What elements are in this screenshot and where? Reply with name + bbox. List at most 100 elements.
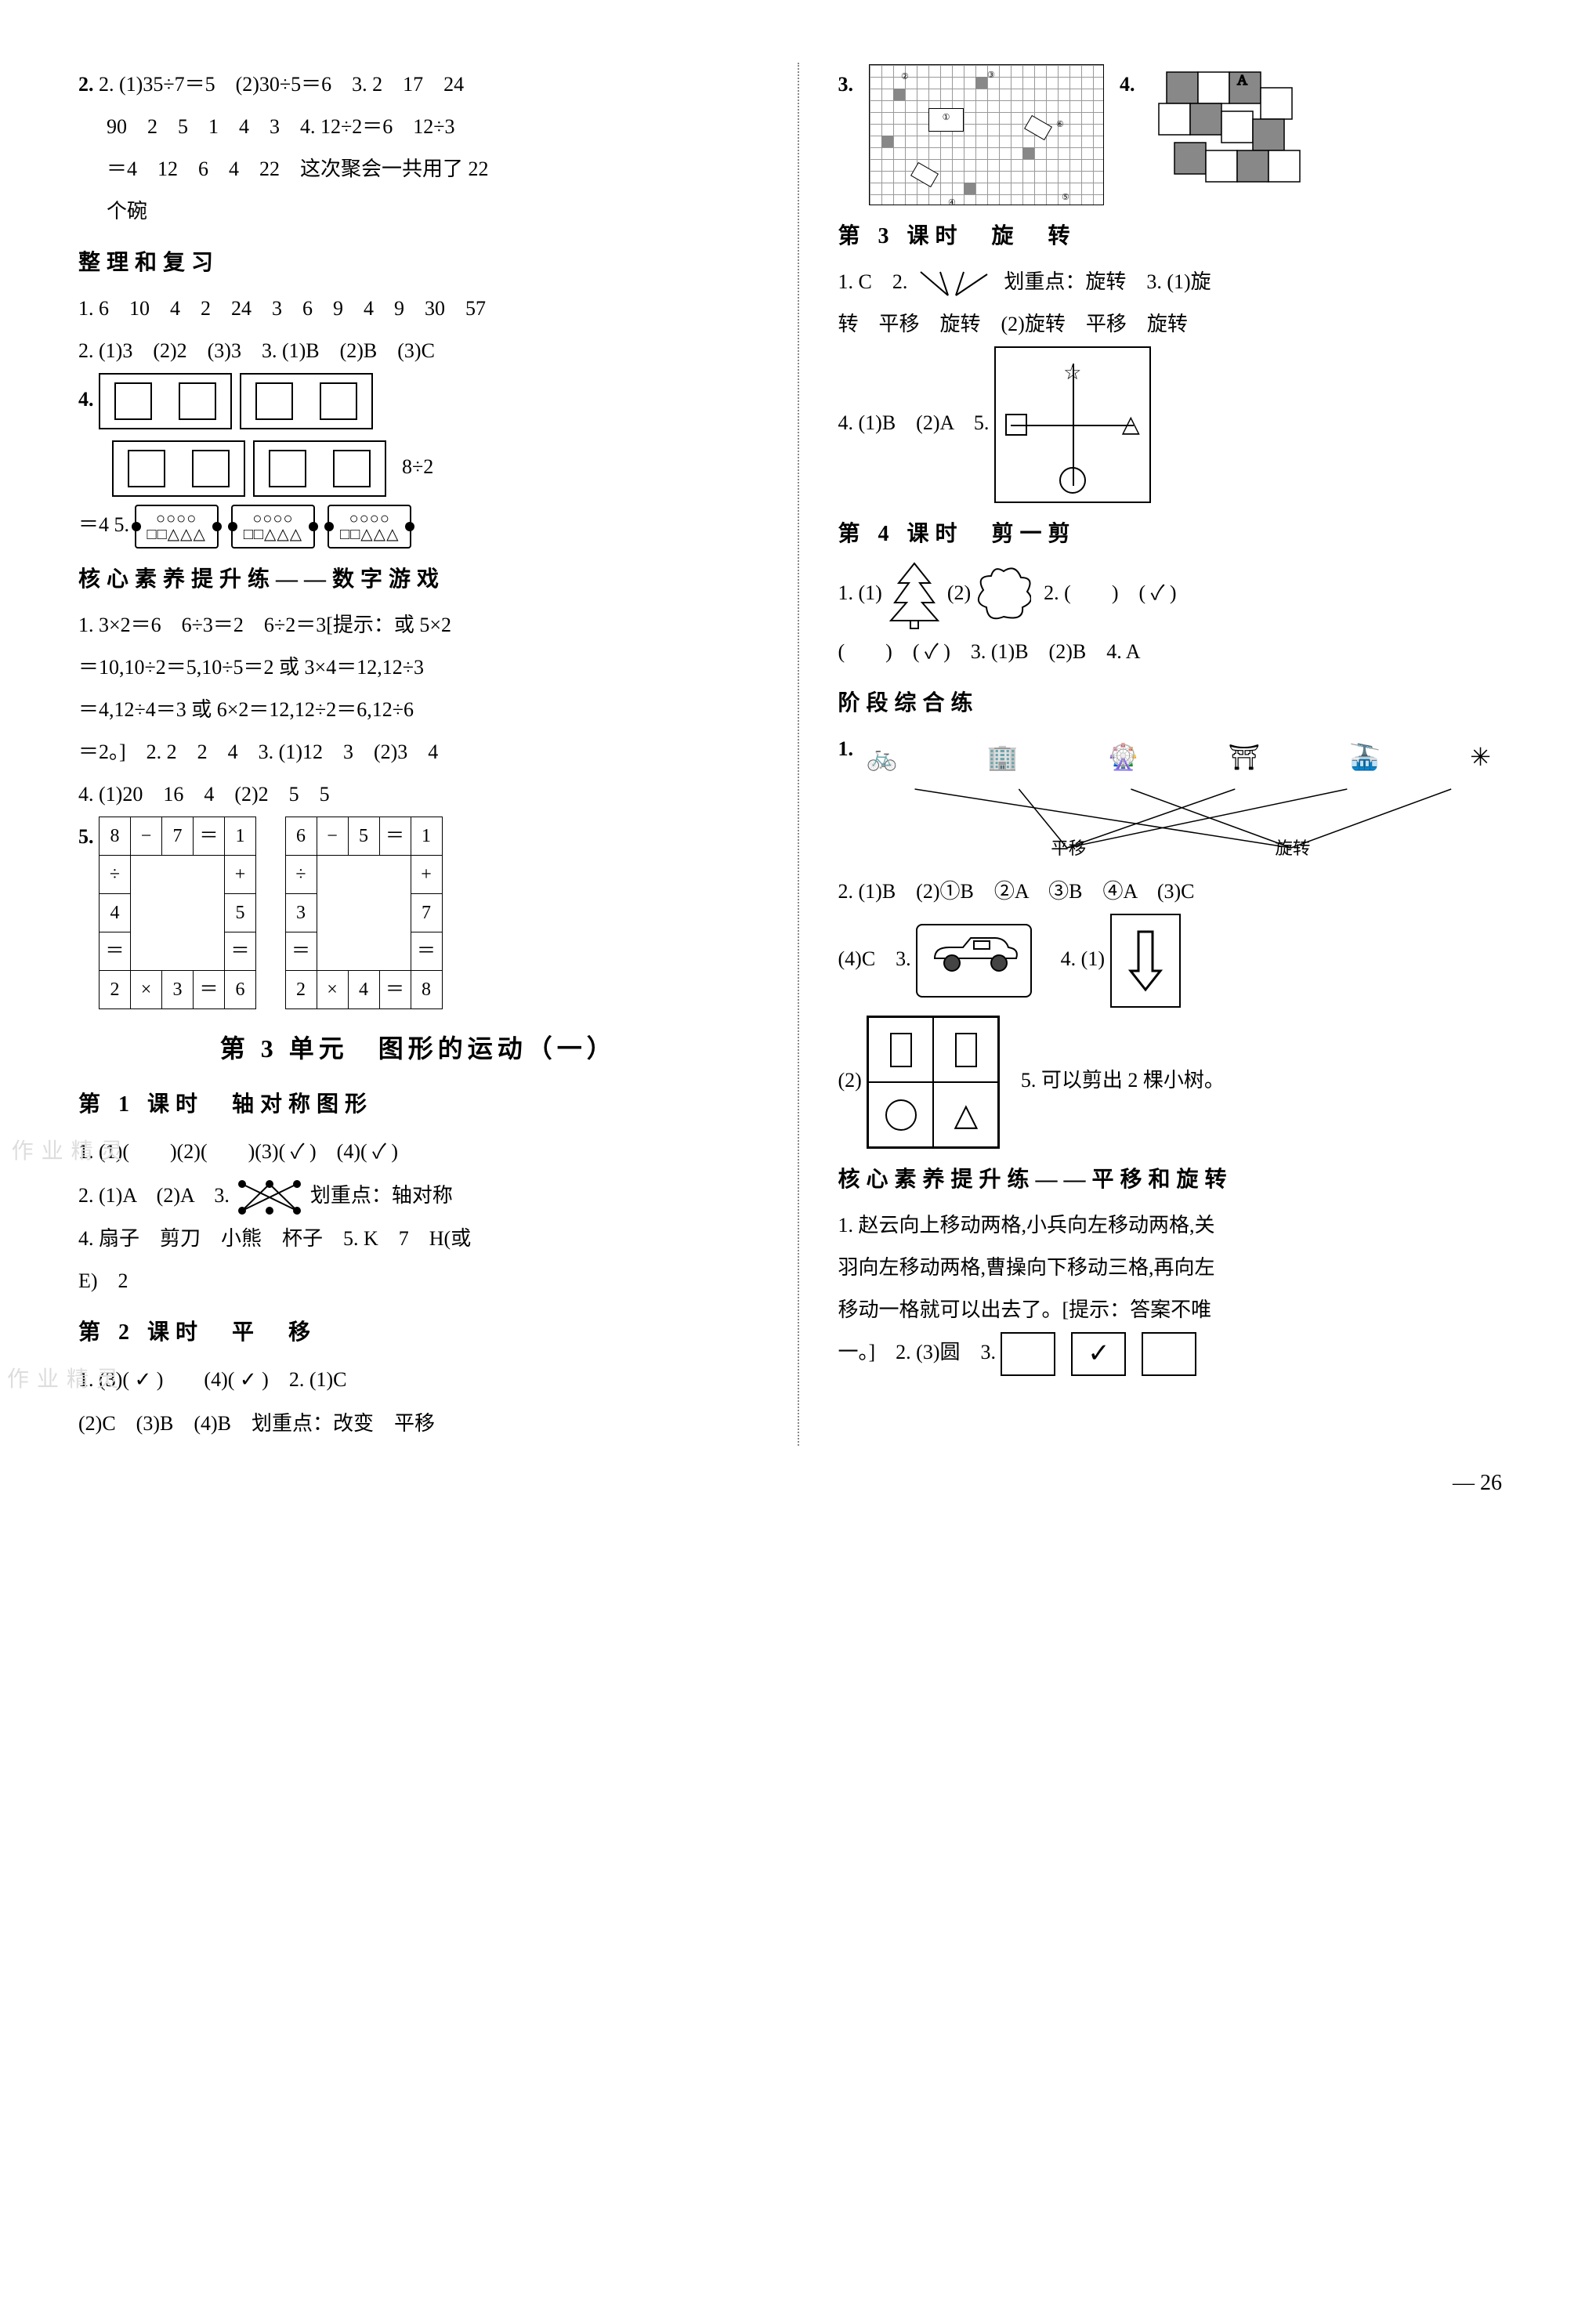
lesson-title: 第 2 课时 平 移 bbox=[78, 1311, 758, 1355]
gate-icon: ⛩ bbox=[1228, 732, 1260, 782]
text-line: ＝4 12 6 4 22 这次聚会一共用了 22 bbox=[78, 149, 758, 190]
text-line: 1. (1) (2) 2. ( ) ( ✓ ) bbox=[838, 559, 1518, 630]
svg-text:A: A bbox=[1237, 72, 1247, 88]
box-pair bbox=[112, 440, 245, 497]
text-line: 4. (1)B (2)A 5. ☆ △ bbox=[838, 346, 1518, 503]
text-line: 1. 6 10 4 2 24 3 6 9 4 9 30 57 bbox=[78, 288, 758, 329]
unit-title: 第 3 单元 图形的运动（一） bbox=[78, 1023, 758, 1074]
calc-table-2: 6−5＝1 ÷+ 37 ＝＝ 2×4＝8 bbox=[285, 817, 443, 1009]
pattern-band: ○○○○□□△△△ bbox=[328, 505, 411, 549]
text: 2. (1)A (2)A 3. bbox=[78, 1184, 230, 1207]
watermark: 作业精灵 bbox=[7, 1367, 126, 1392]
text-line: 一。] 2. (3)圆 3. ✓ bbox=[838, 1332, 1518, 1376]
text-line: ( ) ( ✓ ) 3. (1)B (2)B 4. A bbox=[838, 632, 1518, 672]
decorative-bands: ＝4 5. ○○○○□□△△△ ○○○○□□△△△ ○○○○□□△△△ bbox=[78, 505, 758, 549]
section-title: 整理和复习 bbox=[78, 241, 758, 285]
text-line: E) 2 bbox=[78, 1261, 758, 1302]
building-icon: 🏢 bbox=[986, 732, 1018, 782]
svg-text:平移: 平移 bbox=[1051, 838, 1086, 856]
pattern-band: ○○○○□□△△△ bbox=[231, 505, 315, 549]
cross-dots-icon bbox=[234, 1178, 305, 1217]
text-line: 2. (1)3 (2)2 (3)3 3. (1)B (2)B (3)C bbox=[78, 331, 758, 371]
car-icon bbox=[916, 924, 1032, 998]
label: 3. bbox=[838, 64, 854, 105]
calc-tables: 5. 8−7＝1 ÷+ 45 ＝＝ 2×3＝6 6−5＝1 ÷+ 37 ＝＝ 2… bbox=[78, 817, 758, 1009]
arrow-down-box bbox=[1110, 914, 1181, 1008]
ferris-wheel-icon: 🎡 bbox=[1107, 732, 1138, 782]
text-line: 1. 赵云向上移动两格,小兵向左移动两格,关 bbox=[838, 1205, 1518, 1246]
page-number: — 26 bbox=[78, 1461, 1518, 1505]
page-columns: 2. 2. (1)35÷7＝5 (2)30÷5＝6 3. 2 17 24 90 … bbox=[78, 63, 1518, 1446]
text-line: ＝2。] 2. 2 2 4 3. (1)12 3 (2)3 4 bbox=[78, 732, 758, 773]
text-line: 个碗 bbox=[78, 191, 758, 232]
four-shape-grid: △ bbox=[867, 1016, 1000, 1149]
text: ＝4 5. bbox=[78, 513, 129, 536]
box-pair bbox=[99, 373, 232, 429]
check-box-empty bbox=[1142, 1332, 1196, 1376]
box-pair bbox=[253, 440, 386, 497]
label: 4. bbox=[78, 388, 94, 411]
text-line: 转 平移 旋转 (2)旋转 平移 旋转 bbox=[838, 304, 1518, 345]
cloud-icon bbox=[976, 559, 1031, 630]
bicycle-icon: 🚲 bbox=[867, 732, 898, 782]
check-boxes: ✓ bbox=[1001, 1332, 1196, 1376]
text: (2) bbox=[838, 1069, 862, 1092]
text: 4. (1) bbox=[1061, 947, 1105, 970]
left-column: 2. 2. (1)35÷7＝5 (2)30÷5＝6 3. 2 17 24 90 … bbox=[78, 63, 758, 1446]
top-diagrams: 3. ① ② ③ ④ ⑤ ⑥ 4. bbox=[838, 64, 1518, 205]
text: 2. (1)35÷7＝5 (2)30÷5＝6 3. 2 17 24 bbox=[99, 73, 464, 96]
rotation-lines-icon bbox=[913, 268, 999, 299]
text-line: 90 2 5 1 4 3 4. 12÷2＝6 12÷3 bbox=[78, 107, 758, 147]
text: 5. 可以剪出 2 棵小树。 bbox=[1021, 1069, 1225, 1092]
text-line: 羽向左移动两格,曹操向下移动三格,再向左 bbox=[838, 1247, 1518, 1288]
text: 4. (1)B (2)A 5. bbox=[838, 411, 990, 434]
text-line: 1. (1)( )(2)( )(3)( ✓ ) (4)( ✓ ) 作业精灵 bbox=[78, 1130, 758, 1174]
text-line: 1. (3)( ✓ ) (4)( ✓ ) 2. (1)C 作业精灵 bbox=[78, 1358, 758, 1402]
text: 一。] 2. (3)圆 3. bbox=[838, 1341, 996, 1363]
triangle-icon: △ bbox=[933, 1082, 998, 1147]
tree-icon bbox=[887, 559, 942, 630]
text-line: 2. (1)B (2)①B ②A ③B ④A (3)C bbox=[838, 871, 1518, 912]
boxes-row-2: 8÷2 bbox=[78, 440, 758, 497]
grid-diagram: ① ② ③ ④ ⑤ ⑥ bbox=[869, 64, 1104, 205]
text-line: ＝10,10÷2＝5,10÷5＝2 或 3×4＝12,12÷3 bbox=[78, 647, 758, 688]
rect-icon bbox=[933, 1017, 998, 1082]
icon-connection-row: 1. 🚲 🏢 🎡 ⛩ 🚠 ✳ bbox=[838, 729, 1518, 870]
section-title: 阶段综合练 bbox=[838, 682, 1518, 726]
label: 1. bbox=[838, 737, 854, 760]
text-line: (2) △ 5. 可以剪出 2 棵小树。 bbox=[838, 1016, 1518, 1149]
text: 划重点：旋转 3. (1)旋 bbox=[1004, 270, 1211, 293]
svg-text:旋转: 旋转 bbox=[1275, 838, 1310, 856]
text: (4)C 3. bbox=[838, 947, 911, 970]
text: 8÷2 bbox=[402, 455, 433, 478]
text-line: (2)C (3)B (4)B 划重点：改变 平移 bbox=[78, 1403, 758, 1444]
lesson-title: 第 1 课时 轴对称图形 bbox=[78, 1083, 758, 1127]
label: 5. bbox=[78, 825, 94, 848]
text: (2) bbox=[947, 581, 971, 604]
text-line: (4)C 3. 4. (1) bbox=[838, 914, 1518, 1008]
text: 划重点：轴对称 bbox=[310, 1184, 453, 1207]
circle-icon bbox=[868, 1082, 933, 1147]
text-line: 2. (1)A (2)A 3. 划重点：轴对称 bbox=[78, 1175, 758, 1217]
text-line: 1. C 2. 划重点：旋转 3. (1)旋 bbox=[838, 262, 1518, 302]
check-box-checked: ✓ bbox=[1071, 1332, 1126, 1376]
watermark: 作业精灵 bbox=[12, 1139, 131, 1164]
pinwheel-icon: ✳ bbox=[1470, 732, 1491, 782]
text-line: 1. 3×2＝6 6÷3＝2 6÷2＝3[提示：或 5×2 bbox=[78, 605, 758, 646]
section-title: 核心素养提升练——平移和旋转 bbox=[838, 1158, 1518, 1202]
label: 4. bbox=[1120, 64, 1135, 105]
text: 1. (1) bbox=[838, 581, 882, 604]
text: 2. ( ) ( ✓ ) bbox=[1044, 581, 1176, 604]
boxes-row-1: 4. bbox=[78, 373, 758, 429]
column-divider bbox=[798, 63, 799, 1446]
cable-car-icon: 🚠 bbox=[1349, 732, 1381, 782]
text-line: 移动一格就可以出去了。[提示：答案不唯 bbox=[838, 1290, 1518, 1331]
puzzle-diagram: A bbox=[1151, 64, 1323, 205]
right-column: 3. ① ② ③ ④ ⑤ ⑥ 4. bbox=[838, 63, 1518, 1446]
text-line: 4. 扇子 剪刀 小熊 杯子 5. K 7 H(或 bbox=[78, 1218, 758, 1259]
text: 1. C 2. bbox=[838, 270, 908, 293]
lesson-title: 第 3 课时 旋 转 bbox=[838, 215, 1518, 259]
text-line: ＝4,12÷4＝3 或 6×2＝12,12÷2＝6,12÷6 bbox=[78, 690, 758, 730]
pattern-band: ○○○○□□△△△ bbox=[135, 505, 219, 549]
lesson-title: 第 4 课时 剪一剪 bbox=[838, 512, 1518, 556]
